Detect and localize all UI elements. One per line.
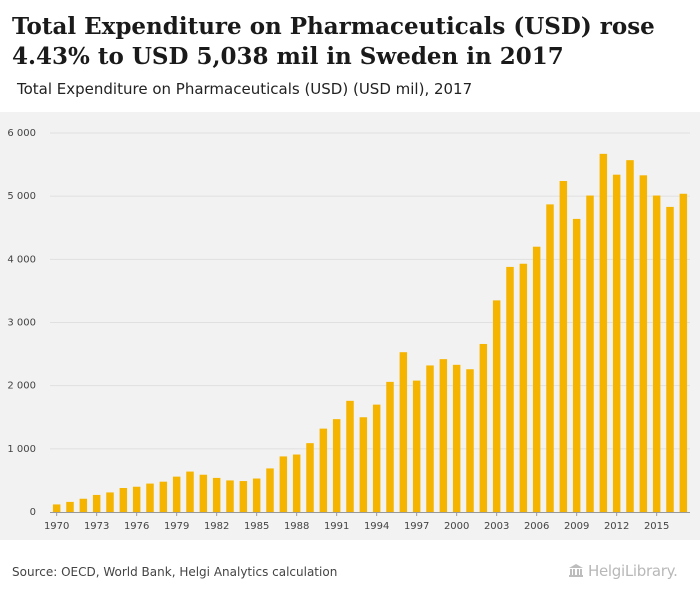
- x-tick-label: 1994: [364, 521, 389, 532]
- bar-2013: [626, 160, 634, 512]
- bar-1975: [119, 488, 128, 512]
- y-tick-label: 3 000: [7, 318, 36, 329]
- bar-1995: [386, 381, 394, 512]
- x-tick-label: 1982: [204, 521, 229, 532]
- bar-2010: [586, 195, 594, 513]
- bar-2003: [492, 300, 501, 512]
- bar-1989: [306, 443, 314, 512]
- x-tick-label: 2000: [444, 521, 469, 532]
- bar-1984: [239, 481, 248, 512]
- x-tick-label: 2009: [564, 521, 589, 532]
- bar-1974: [106, 492, 114, 512]
- x-tick-label: 1970: [44, 521, 69, 532]
- x-tick-label: 1991: [324, 521, 349, 532]
- bar-1999: [439, 359, 448, 512]
- y-tick-labels: 0 1 000 2 000 3 000 4 000 5 000 6 000: [7, 128, 36, 518]
- bar-2007: [546, 204, 554, 512]
- bar-2001: [466, 369, 474, 512]
- bar-1970: [52, 504, 61, 512]
- x-tick-label: 1988: [284, 521, 309, 532]
- library-building-icon: [568, 564, 584, 578]
- source-note: Source: OECD, World Bank, Helgi Analytic…: [12, 565, 338, 579]
- bar-1986: [266, 468, 274, 512]
- y-tick-label: 0: [30, 507, 36, 518]
- bar-1998: [426, 365, 434, 512]
- y-tick-label: 6 000: [7, 128, 36, 139]
- bar-2012: [612, 174, 621, 512]
- bar-2014: [639, 175, 648, 512]
- y-tick-label: 1 000: [7, 444, 36, 455]
- bar-2011: [599, 153, 608, 512]
- bar-1994: [372, 404, 381, 512]
- y-tick-label: 5 000: [7, 191, 36, 202]
- bar-1979: [172, 476, 181, 512]
- chart-subtitle: Total Expenditure on Pharmaceuticals (US…: [17, 80, 473, 98]
- bar-1985: [252, 478, 261, 512]
- bar-2015: [652, 195, 661, 513]
- x-tick-label: 2006: [524, 521, 549, 532]
- bar-2000: [452, 364, 461, 512]
- bar-1973: [92, 494, 101, 512]
- y-tick-label: 2 000: [7, 381, 36, 392]
- brand-name: HelgiLibrary.: [588, 562, 678, 580]
- bar-2016: [666, 206, 674, 512]
- bar-1983: [226, 480, 234, 512]
- bar-1993: [359, 417, 368, 512]
- x-tick-label: 1976: [124, 521, 149, 532]
- bar-1990: [319, 428, 328, 512]
- x-tick-label: 2015: [644, 521, 669, 532]
- bar-2005: [519, 263, 528, 512]
- bar-1996: [399, 352, 408, 512]
- x-tick-label: 2012: [604, 521, 629, 532]
- x-tick-labels: 1970 1973 1976 1979 1982 1985 1988 1991 1994 1997…: [44, 521, 669, 532]
- x-tick-label: 1973: [84, 521, 109, 532]
- x-tick-label: 2003: [484, 521, 509, 532]
- bar-1972: [79, 498, 88, 512]
- bar-1987: [279, 456, 288, 512]
- bar-1988: [292, 454, 301, 512]
- bar-1977: [146, 483, 154, 512]
- bar-1997: [412, 380, 421, 512]
- bar-1981: [199, 474, 208, 512]
- bar-1991: [332, 419, 341, 512]
- y-tick-label: 4 000: [7, 254, 36, 265]
- bar-1971: [66, 501, 74, 512]
- x-axis: [50, 512, 690, 516]
- chart-title: Total Expenditure on Pharmaceuticals (US…: [12, 13, 655, 70]
- x-tick-label: 1979: [164, 521, 189, 532]
- brand-logo: HelgiLibrary.: [568, 562, 678, 580]
- bar-1978: [159, 481, 168, 512]
- gridlines: [50, 132, 690, 450]
- bar-2006: [532, 246, 541, 512]
- bar-1992: [346, 400, 354, 512]
- bar-2008: [559, 181, 568, 512]
- bar-2009: [572, 218, 581, 512]
- x-tick-label: 1997: [404, 521, 429, 532]
- bar-2002: [479, 343, 488, 512]
- bar-1976: [132, 486, 141, 512]
- bar-1980: [186, 471, 194, 512]
- bar-1982: [212, 477, 221, 512]
- bar-2004: [506, 266, 514, 512]
- x-tick-label: 1985: [244, 521, 269, 532]
- bars: [52, 153, 688, 513]
- bar-2017: [679, 193, 688, 512]
